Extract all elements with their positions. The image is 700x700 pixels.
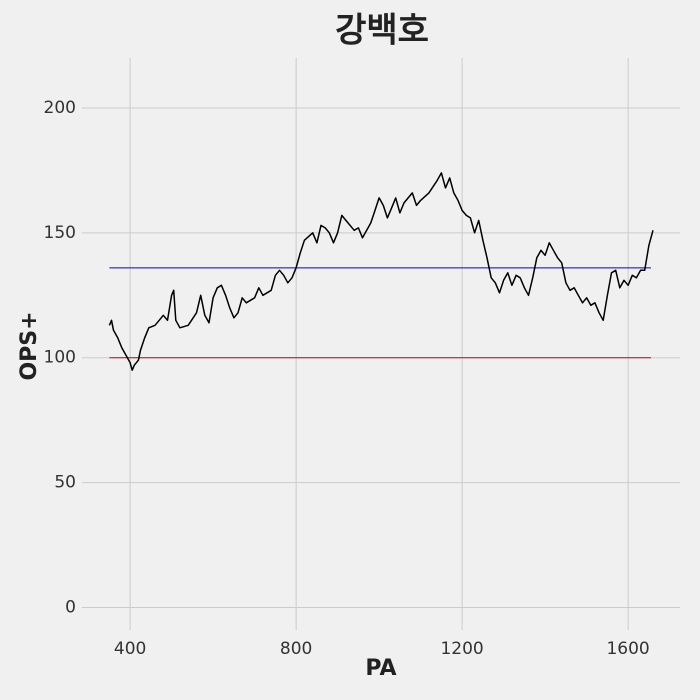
y-tick-label: 50 [54,473,76,493]
x-tick-label: 800 [280,639,312,659]
chart-title: 강백호 [335,11,429,51]
y-tick-label: 100 [44,348,76,368]
x-axis-label: PA [365,656,396,681]
x-tick-label: 1200 [440,639,483,659]
y-tick-label: 200 [44,98,76,118]
y-tick-label: 0 [65,598,76,618]
data-line [108,172,654,371]
y-tick-label: 150 [44,223,76,243]
y-axis-label: OPS+ [17,311,42,380]
x-tick-label: 1600 [606,639,649,659]
x-tick-label: 400 [114,639,146,659]
